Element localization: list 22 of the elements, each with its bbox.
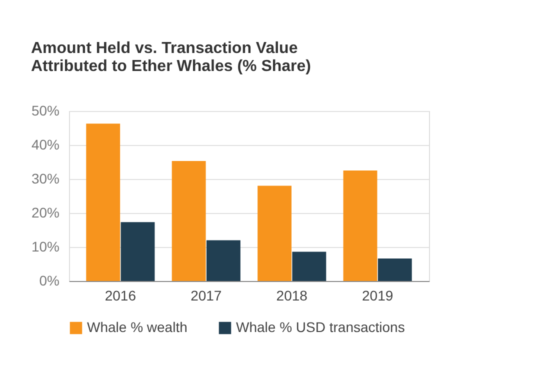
x-tick-label: 2017 xyxy=(190,288,222,304)
bar xyxy=(172,160,206,281)
x-tick-label: 2016 xyxy=(104,288,136,304)
x-tick-label: 2019 xyxy=(362,288,394,304)
bar xyxy=(258,186,292,281)
text: Amount Held vs. Transaction Value xyxy=(30,40,298,57)
bar xyxy=(120,222,155,281)
bar xyxy=(378,258,412,281)
bar xyxy=(86,124,120,281)
bar xyxy=(206,240,240,281)
bar xyxy=(292,252,326,281)
text: Attributed to Ether Whales (% Share) xyxy=(30,58,312,75)
bar xyxy=(343,170,378,281)
y-tick-label: 40% xyxy=(31,136,60,152)
legend-label: Whale % USD transactions xyxy=(236,319,405,335)
x-tick-label: 2018 xyxy=(276,288,308,304)
y-tick-label: 50% xyxy=(31,102,60,118)
y-tick-label: 20% xyxy=(31,204,60,220)
y-tick-label: 30% xyxy=(31,170,60,186)
legend-label: Whale % wealth xyxy=(87,319,188,335)
y-tick-label: 0% xyxy=(39,272,60,288)
y-tick-label: 10% xyxy=(31,238,60,254)
